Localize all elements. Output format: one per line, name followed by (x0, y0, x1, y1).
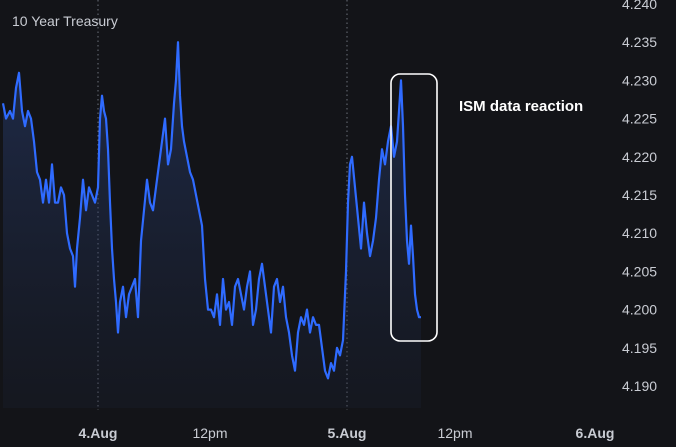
x-tick-label: 6.Aug (576, 425, 615, 441)
y-axis: 4.190 4.195 4.200 4.205 4.210 4.215 4.220 4.225… (622, 0, 657, 394)
y-tick-label: 4.240 (622, 0, 657, 12)
y-tick-label: 4.220 (622, 149, 657, 165)
y-tick-label: 4.200 (622, 302, 657, 318)
chart-title: 10 Year Treasury (12, 13, 118, 29)
y-tick-label: 4.235 (622, 34, 657, 50)
y-tick-label: 4.195 (622, 340, 657, 356)
x-tick-label: 5.Aug (328, 425, 367, 441)
x-axis: 4.Aug 12pm 5.Aug 12pm 6.Aug (79, 425, 615, 441)
x-tick-label: 4.Aug (79, 425, 118, 441)
y-tick-label: 4.190 (622, 378, 657, 394)
annotation-box (390, 73, 438, 342)
series-area (3, 42, 421, 408)
x-tick-label: 12pm (192, 425, 227, 441)
y-tick-label: 4.215 (622, 187, 657, 203)
y-tick-label: 4.225 (622, 111, 657, 127)
y-tick-label: 4.205 (622, 263, 657, 279)
y-tick-label: 4.210 (622, 225, 657, 241)
y-tick-label: 4.230 (622, 72, 657, 88)
series-line (1, 41, 421, 380)
annotation-label: ISM data reaction (459, 98, 583, 115)
x-tick-label: 12pm (437, 425, 472, 441)
